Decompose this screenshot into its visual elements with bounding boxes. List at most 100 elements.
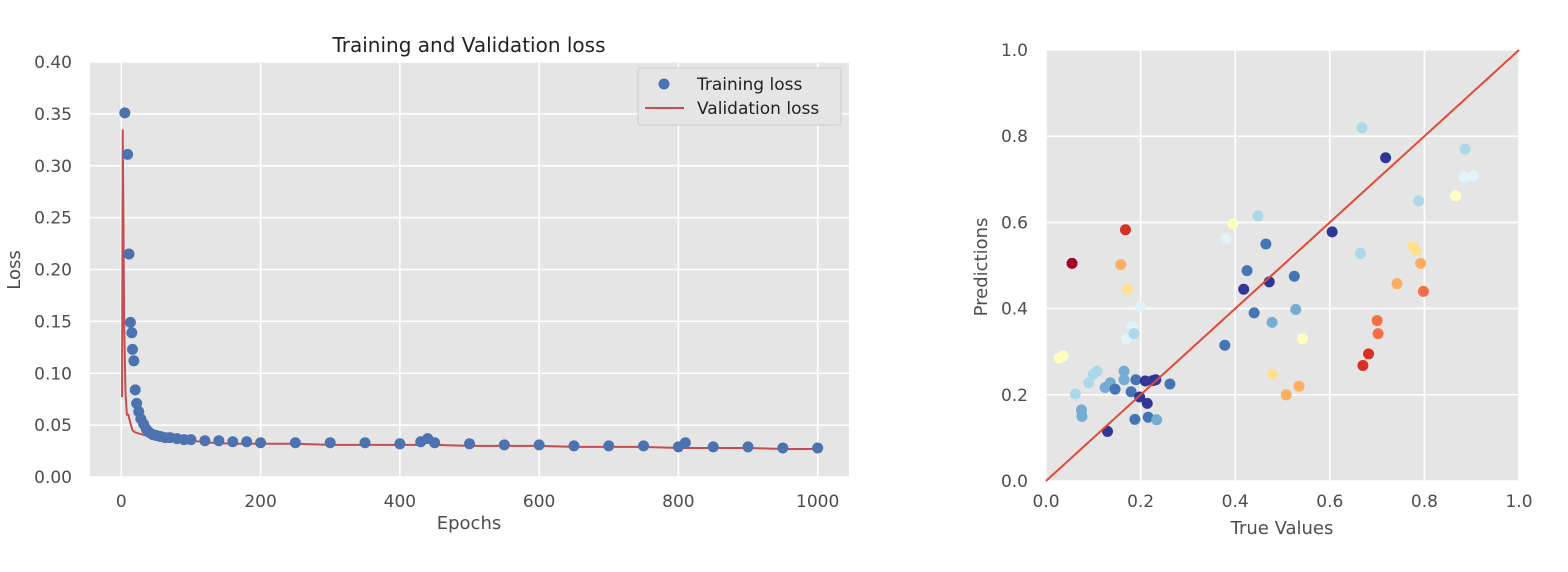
training-loss-point — [359, 437, 371, 449]
prediction-point — [1141, 397, 1153, 409]
training-loss-point — [126, 327, 138, 339]
loss-x-tick-label: 600 — [523, 492, 555, 512]
prediction-point — [1076, 410, 1088, 422]
predictions-y-tick-label: 0.0 — [1001, 472, 1028, 492]
loss-y-tick-label: 0.30 — [34, 157, 72, 177]
prediction-point — [1115, 259, 1127, 271]
training-loss-point — [324, 437, 336, 449]
training-loss-point — [533, 439, 545, 451]
predictions-tick-labels: 0.0 0.2 0.4 0.6 0.8 1.0 0.0 0.2 0.4 0.6 0.8 1.0 — [1001, 41, 1533, 512]
prediction-point — [1371, 315, 1383, 327]
training-loss-points — [119, 107, 824, 454]
prediction-point — [1164, 378, 1176, 390]
prediction-point — [1241, 265, 1253, 277]
predictions-y-tick-label: 0.4 — [1001, 300, 1028, 320]
prediction-point — [1227, 218, 1239, 230]
predictions-x-axis-title: True Values — [1230, 518, 1334, 539]
training-loss-point — [131, 397, 143, 409]
loss-y-tick-label: 0.40 — [34, 53, 72, 73]
prediction-point — [1125, 386, 1137, 398]
predictions-x-tick-label: 0.6 — [1316, 492, 1343, 512]
training-loss-point — [129, 384, 141, 396]
prediction-point — [1118, 374, 1130, 386]
prediction-point — [1355, 247, 1367, 259]
training-loss-point — [603, 440, 615, 452]
loss-y-tick-label: 0.25 — [34, 209, 72, 229]
prediction-point — [1293, 380, 1305, 392]
loss-x-tick-label: 800 — [662, 492, 694, 512]
prediction-point — [1372, 328, 1384, 340]
loss-chart: 0 200 400 600 800 1000 0.00 0.05 0.10 0.15 0.20 0.2… — [4, 33, 849, 534]
prediction-point — [1468, 170, 1480, 182]
prediction-point — [1450, 190, 1462, 202]
predictions-x-tick-label: 0.0 — [1032, 492, 1059, 512]
prediction-point — [1109, 383, 1121, 395]
prediction-point — [1459, 143, 1471, 155]
prediction-point — [1266, 316, 1278, 328]
predictions-y-tick-label: 0.2 — [1001, 386, 1028, 406]
training-loss-point — [122, 148, 134, 160]
prediction-point — [1357, 359, 1369, 371]
training-loss-point — [812, 442, 824, 454]
predictions-x-tick-label: 0.4 — [1222, 492, 1249, 512]
prediction-point — [1363, 348, 1375, 360]
legend-training-marker — [658, 78, 670, 90]
prediction-point — [1118, 365, 1130, 377]
training-loss-point — [707, 441, 719, 453]
loss-x-axis-title: Epochs — [437, 513, 502, 534]
training-loss-point — [255, 437, 267, 449]
loss-x-tick-label: 200 — [244, 492, 276, 512]
predictions-y-tick-label: 0.6 — [1001, 213, 1028, 233]
prediction-point — [1391, 278, 1403, 290]
training-loss-point — [742, 441, 754, 453]
loss-y-tick-label: 0.20 — [34, 261, 72, 281]
training-loss-point — [498, 439, 510, 451]
training-loss-point — [119, 107, 131, 119]
training-loss-point — [126, 343, 138, 355]
training-loss-point — [777, 442, 789, 454]
prediction-point — [1057, 350, 1069, 362]
prediction-point — [1130, 374, 1142, 386]
training-loss-point — [429, 437, 441, 449]
prediction-point — [1290, 303, 1302, 315]
prediction-point — [1410, 244, 1422, 256]
prediction-point — [1066, 257, 1078, 269]
predictions-y-tick-label: 1.0 — [1001, 41, 1028, 61]
prediction-point — [1380, 152, 1392, 164]
prediction-point — [1260, 238, 1272, 250]
training-loss-point — [227, 436, 239, 448]
prediction-point — [1413, 195, 1425, 207]
loss-legend: Training loss Validation loss — [637, 67, 842, 126]
prediction-point — [1220, 233, 1232, 245]
loss-y-tick-label: 0.15 — [34, 312, 72, 332]
legend-validation-label: Validation loss — [697, 99, 819, 119]
prediction-point — [1121, 283, 1133, 295]
prediction-point — [1151, 414, 1163, 426]
training-loss-point — [289, 437, 301, 449]
identity-reference-line — [1045, 49, 1520, 482]
predictions-x-tick-label: 1.0 — [1505, 492, 1532, 512]
loss-y-tick-label: 0.05 — [34, 416, 72, 436]
prediction-point — [1417, 285, 1429, 297]
training-loss-point — [123, 248, 135, 260]
training-loss-point — [213, 435, 225, 447]
prediction-point — [1129, 413, 1141, 425]
training-loss-point — [241, 436, 253, 448]
prediction-point — [1142, 411, 1154, 423]
loss-gridlines — [90, 61, 849, 478]
prediction-point — [1296, 333, 1308, 345]
legend-training-label: Training loss — [696, 75, 802, 95]
loss-y-tick-label: 0.00 — [34, 468, 72, 488]
prediction-point — [1248, 307, 1260, 319]
training-loss-point — [679, 437, 691, 449]
prediction-point — [1326, 226, 1338, 238]
training-loss-point — [464, 438, 475, 450]
training-loss-point — [568, 440, 580, 452]
prediction-point — [1128, 328, 1140, 340]
training-loss-point — [394, 438, 406, 450]
prediction-point — [1238, 283, 1250, 295]
loss-x-tick-label: 0 — [116, 492, 127, 512]
loss-tick-labels: 0 200 400 600 800 1000 0.00 0.05 0.10 0.15 0.20 0.2… — [34, 53, 839, 512]
loss-y-tick-label: 0.35 — [34, 105, 72, 125]
